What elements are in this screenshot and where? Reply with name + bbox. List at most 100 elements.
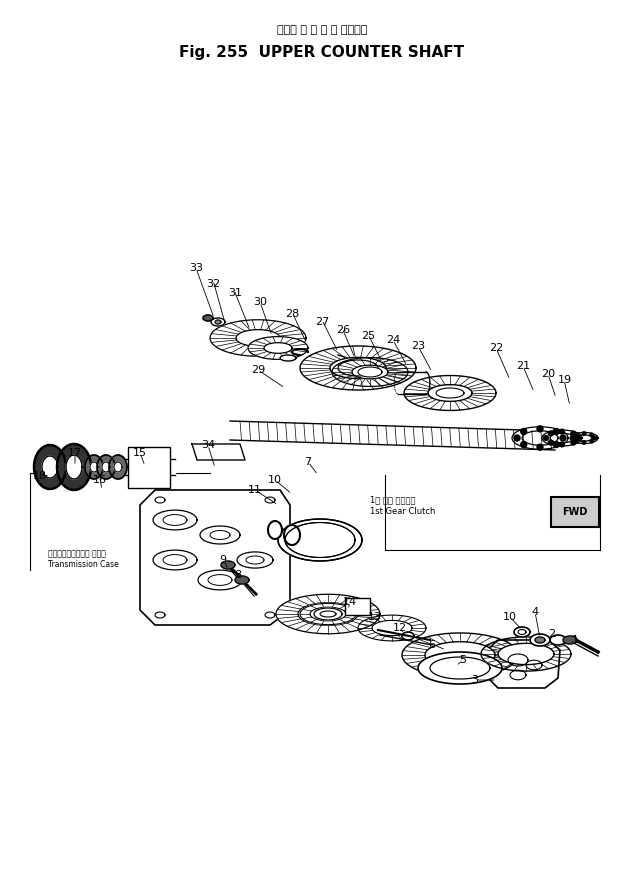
Circle shape — [514, 435, 520, 441]
Circle shape — [590, 439, 594, 443]
Polygon shape — [268, 521, 282, 539]
Text: 21: 21 — [516, 361, 530, 371]
Polygon shape — [285, 523, 355, 557]
Text: 14: 14 — [343, 597, 357, 607]
Polygon shape — [570, 432, 598, 443]
Text: 20: 20 — [541, 369, 555, 379]
Polygon shape — [34, 445, 66, 489]
Circle shape — [574, 439, 578, 443]
Polygon shape — [310, 607, 346, 621]
Text: 30: 30 — [253, 297, 267, 307]
Text: 33: 33 — [189, 263, 203, 273]
Polygon shape — [436, 388, 464, 398]
Polygon shape — [203, 315, 213, 321]
Circle shape — [544, 436, 549, 441]
Polygon shape — [155, 497, 165, 503]
Text: 32: 32 — [206, 279, 220, 289]
Polygon shape — [265, 612, 275, 618]
Text: 25: 25 — [361, 331, 375, 341]
Polygon shape — [210, 530, 230, 539]
Polygon shape — [109, 455, 127, 479]
Text: 1st Gear Clutch: 1st Gear Clutch — [370, 507, 435, 516]
Polygon shape — [153, 550, 197, 570]
Circle shape — [571, 431, 576, 436]
Circle shape — [560, 442, 564, 447]
Polygon shape — [563, 636, 577, 644]
Polygon shape — [211, 318, 225, 326]
Text: Fig. 255  UPPER COUNTER SHAFT: Fig. 255 UPPER COUNTER SHAFT — [180, 44, 464, 59]
Polygon shape — [155, 612, 165, 618]
Polygon shape — [542, 430, 582, 446]
Polygon shape — [276, 594, 380, 634]
Polygon shape — [248, 336, 308, 360]
Circle shape — [582, 432, 586, 436]
Polygon shape — [42, 456, 58, 478]
Circle shape — [548, 431, 553, 436]
FancyBboxPatch shape — [551, 497, 599, 527]
Text: 29: 29 — [251, 365, 265, 375]
Circle shape — [537, 444, 543, 450]
Polygon shape — [330, 357, 386, 379]
Circle shape — [548, 440, 553, 445]
Circle shape — [576, 436, 580, 441]
Polygon shape — [345, 598, 370, 615]
Polygon shape — [332, 358, 408, 387]
Polygon shape — [512, 427, 568, 449]
Polygon shape — [402, 633, 518, 677]
Polygon shape — [215, 320, 221, 324]
Text: 11: 11 — [248, 485, 262, 495]
Polygon shape — [278, 519, 362, 561]
Polygon shape — [402, 632, 414, 640]
Polygon shape — [66, 455, 82, 479]
Polygon shape — [236, 329, 280, 347]
Text: 7: 7 — [305, 457, 312, 467]
Text: 12: 12 — [393, 623, 407, 633]
Text: 5: 5 — [460, 655, 466, 665]
Polygon shape — [235, 576, 249, 584]
Polygon shape — [428, 385, 472, 402]
Polygon shape — [265, 497, 275, 503]
Circle shape — [521, 429, 527, 435]
Polygon shape — [246, 556, 264, 564]
Polygon shape — [278, 519, 362, 561]
Text: トランスミッション ケース: トランスミッション ケース — [48, 549, 106, 558]
Polygon shape — [163, 555, 187, 565]
Text: 10: 10 — [268, 475, 282, 485]
Polygon shape — [237, 552, 273, 568]
Polygon shape — [372, 620, 412, 636]
Circle shape — [560, 435, 566, 441]
Text: 24: 24 — [386, 335, 400, 345]
Text: 8: 8 — [234, 570, 242, 580]
Polygon shape — [97, 455, 115, 479]
Text: 18: 18 — [33, 471, 47, 481]
Polygon shape — [163, 515, 187, 525]
Polygon shape — [404, 375, 496, 410]
Polygon shape — [285, 523, 355, 557]
Text: 6: 6 — [428, 640, 435, 650]
Text: Transmission Case: Transmission Case — [48, 560, 118, 569]
Polygon shape — [102, 462, 110, 472]
Polygon shape — [550, 635, 566, 645]
Text: 31: 31 — [228, 288, 242, 298]
Polygon shape — [338, 360, 378, 376]
Polygon shape — [481, 637, 571, 671]
Polygon shape — [40, 459, 175, 475]
Polygon shape — [264, 342, 292, 354]
Text: 3: 3 — [471, 675, 478, 685]
Polygon shape — [418, 652, 502, 684]
Text: 17: 17 — [68, 448, 82, 458]
Polygon shape — [485, 640, 560, 688]
Polygon shape — [192, 444, 245, 460]
Polygon shape — [358, 367, 382, 377]
Polygon shape — [576, 435, 592, 442]
Circle shape — [560, 429, 564, 434]
Polygon shape — [114, 462, 122, 472]
Polygon shape — [221, 561, 235, 569]
Circle shape — [521, 442, 527, 448]
Polygon shape — [498, 644, 554, 665]
Polygon shape — [284, 525, 300, 545]
Circle shape — [537, 426, 543, 432]
Text: 27: 27 — [315, 317, 329, 327]
Polygon shape — [358, 615, 426, 641]
Text: FWD: FWD — [562, 507, 588, 517]
